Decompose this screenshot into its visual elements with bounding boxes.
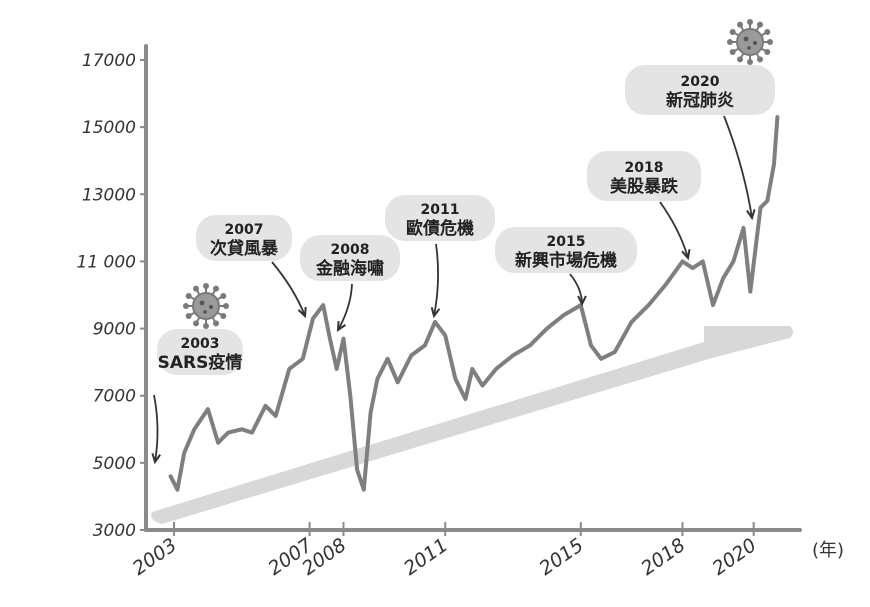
series-line	[168, 115, 780, 492]
virus-icon	[183, 283, 229, 329]
annotation-text: 金融海嘯	[315, 258, 384, 279]
annotation-year: 2018	[625, 160, 664, 176]
annotation-bubble	[157, 329, 243, 375]
y-tick-label: 5000	[93, 454, 136, 474]
annotation-year: 2015	[547, 234, 586, 250]
annotation-arrowhead	[151, 453, 161, 465]
trend-arrow	[151, 326, 794, 524]
annotation-year: 2020	[681, 74, 720, 90]
x-axis-unit: (年)	[812, 540, 844, 561]
annotation-year: 2007	[225, 222, 264, 238]
annotation-text: 次貸風暴	[210, 238, 279, 259]
annotation-text: 歐債危機	[406, 218, 474, 239]
annotation-text: SARS疫情	[158, 352, 243, 373]
annotation-arrow	[433, 243, 439, 317]
axes	[144, 44, 802, 532]
x-tick-label: 2015	[535, 534, 587, 580]
x-tick-label: 2018	[637, 534, 689, 580]
y-tick-label: 11 000	[77, 252, 136, 272]
y-tick-label: 3000	[93, 521, 136, 541]
annotation-arrow	[723, 115, 753, 219]
annotation-bubble	[385, 195, 495, 241]
annotation-bubble	[196, 215, 292, 261]
annotation-arrow	[337, 283, 353, 331]
annotation-bubble	[300, 235, 400, 281]
annotation-arrow	[659, 201, 689, 259]
annotation-arrowhead	[746, 209, 756, 221]
annotation-arrow	[153, 394, 159, 463]
annotation-year: 2003	[181, 336, 220, 352]
annotation-text: 美股暴跌	[610, 176, 679, 197]
annotation-text: 新冠肺炎	[666, 90, 734, 111]
y-tick-label: 17000	[82, 51, 136, 71]
annotation-arrowhead	[297, 306, 307, 319]
annotation-arrow	[271, 261, 306, 317]
annotation-text: 新興市場危機	[515, 250, 617, 271]
virus-icon	[727, 19, 773, 65]
x-tick-label: 2011	[400, 534, 452, 580]
annotation-bubble	[625, 65, 775, 115]
x-tick-label: 2020	[708, 534, 760, 580]
y-tick-label: 7000	[93, 387, 136, 407]
annotation-arrowhead	[681, 248, 691, 261]
annotation-bubble	[587, 151, 701, 201]
y-tick-label: 15000	[82, 118, 136, 138]
annotation-bubble	[495, 227, 637, 273]
x-tick-label: 2003	[129, 534, 181, 580]
annotation-arrowhead	[336, 320, 346, 333]
annotation-arrowhead	[577, 295, 587, 307]
annotation-arrowhead	[430, 307, 441, 319]
annotation-year: 2008	[331, 242, 370, 258]
annotation-year: 2011	[421, 202, 460, 218]
y-tick-label: 9000	[93, 320, 136, 340]
y-tick-label: 13000	[82, 185, 136, 205]
